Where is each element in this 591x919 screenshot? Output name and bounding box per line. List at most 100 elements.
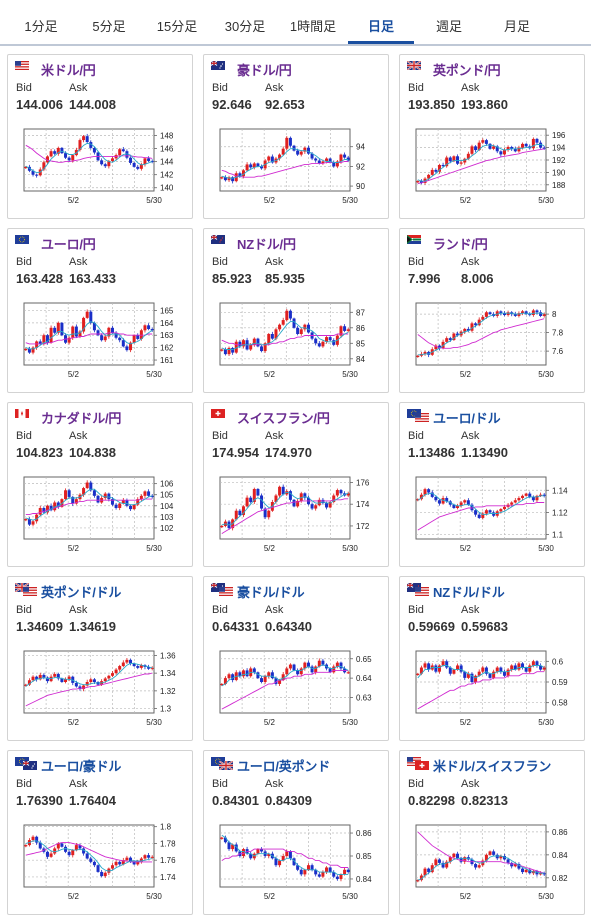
chart-container[interactable]: 1.8 1.78 1.76 1.74 5/2 5/30 — [16, 817, 186, 907]
candle-body — [136, 335, 140, 339]
rate-card[interactable]: ユーロ/豪ドル Bid Ask 1.76390 1.76404 1.8 1.78 1.76 1.… — [7, 750, 193, 915]
candle-body — [223, 837, 227, 843]
candlestick-chart: 148 146 144 142 140 5/2 5/30 — [23, 128, 174, 205]
candle-body — [542, 873, 546, 875]
candle-body — [474, 675, 478, 682]
candle-body — [281, 320, 285, 325]
candle-body — [24, 166, 28, 169]
rate-card[interactable]: NZドル/ドル Bid Ask 0.59669 0.59683 0.6 0.59 0.58 5/… — [399, 576, 585, 741]
chart-container[interactable]: 1.36 1.34 1.32 1.3 5/2 5/30 — [16, 643, 186, 733]
currency-pair-title[interactable]: NZドル/円 — [237, 237, 296, 252]
candle-body — [249, 853, 253, 859]
currency-pair-title[interactable]: 米ドル/円 — [41, 63, 96, 78]
candle-body — [328, 158, 332, 163]
y-tick-label: 8 — [552, 310, 557, 319]
moving-average-short — [221, 491, 349, 526]
candle-body — [299, 151, 303, 155]
tab-5min[interactable]: 5分足 — [92, 19, 126, 34]
y-tick-label: 140 — [160, 184, 174, 193]
rate-card[interactable]: 豪ドル/円 Bid Ask 92.646 92.653 94 92 90 5/2 5/30 — [203, 54, 389, 219]
rate-card[interactable]: 米ドル/スイスフラン Bid Ask 0.82298 0.82313 0.86 0.84 0.… — [399, 750, 585, 915]
tab-1min[interactable]: 1分足 — [24, 19, 58, 34]
currency-pair-title[interactable]: ランド/円 — [433, 237, 488, 252]
candle-body — [535, 138, 539, 143]
tab-daily[interactable]: 日足 — [348, 0, 414, 44]
candle-body — [231, 177, 235, 182]
chart-container[interactable]: 165 164 163 162 161 5/2 5/30 — [16, 295, 186, 385]
candle-body — [24, 348, 28, 351]
rate-card[interactable]: 米ドル/円 Bid Ask 144.006 144.008 148 146 144 142 140… — [7, 54, 193, 219]
rate-card[interactable]: 英ポンド/ドル Bid Ask 1.34609 1.34619 1.36 1.34 1.32 1… — [7, 576, 193, 741]
chart-container[interactable]: 0.86 0.84 0.82 5/2 5/30 — [408, 817, 578, 907]
candle-body — [310, 865, 314, 870]
candle-body — [49, 327, 53, 343]
candle-body — [346, 493, 350, 496]
chart-container[interactable]: 8 7.8 7.6 5/2 5/30 — [408, 295, 578, 385]
candle-body — [288, 491, 292, 500]
currency-pair-title[interactable]: スイスフラン/円 — [237, 411, 330, 426]
y-tick-label: 1.8 — [160, 823, 172, 832]
candle-body — [484, 854, 488, 861]
chart-container[interactable]: 1.14 1.12 1.1 5/2 5/30 — [408, 469, 578, 559]
candle-body — [332, 340, 336, 345]
tab-15min[interactable]: 15分足 — [156, 19, 198, 34]
candle-body — [335, 662, 339, 667]
currency-pair-title[interactable]: 豪ドル/ドル — [237, 585, 305, 600]
candle-body — [456, 156, 460, 164]
chart-container[interactable]: 87 86 85 84 5/2 5/30 — [212, 295, 382, 385]
currency-pair-title[interactable]: 豪ドル/円 — [237, 63, 292, 78]
tab-monthly[interactable]: 月足 — [503, 19, 530, 34]
currency-pair-title[interactable]: ユーロ/円 — [41, 237, 96, 252]
rate-card[interactable]: ランド/円 Bid Ask 7.996 8.006 8 7.8 7.6 5/2 5/30 — [399, 228, 585, 393]
y-tick-label: 0.86 — [356, 829, 372, 838]
candle-body — [147, 158, 151, 161]
candle-body — [67, 337, 71, 343]
candle-body — [143, 158, 147, 165]
chart-container[interactable]: 176 174 172 5/2 5/30 — [212, 469, 382, 559]
chart-container[interactable]: 0.86 0.85 0.84 5/2 5/30 — [212, 817, 382, 907]
rate-card[interactable]: スイスフラン/円 Bid Ask 174.954 174.970 176 174 172 5/2… — [203, 402, 389, 567]
chart-container[interactable]: 196 194 192 190 188 5/2 5/30 — [408, 121, 578, 211]
candlestick-chart: 1.8 1.78 1.76 1.74 5/2 5/30 — [23, 823, 176, 901]
rate-card[interactable]: NZドル/円 Bid Ask 85.923 85.935 87 86 85 84 5/2 5/30 — [203, 228, 389, 393]
candle-body — [296, 327, 300, 334]
chart-container[interactable]: 0.6 0.59 0.58 5/2 5/30 — [408, 643, 578, 733]
chart-container[interactable]: 0.65 0.64 0.63 5/2 5/30 — [212, 643, 382, 733]
candle-body — [53, 848, 57, 854]
rate-card[interactable]: ユーロ/ドル Bid Ask 1.13486 1.13490 1.14 1.12 1.1 5/2… — [399, 402, 585, 567]
y-tick-label: 188 — [552, 181, 566, 190]
ask-label: Ask — [265, 430, 284, 442]
currency-pair-title[interactable]: ユーロ/豪ドル — [41, 759, 122, 774]
rate-card[interactable]: 豪ドル/ドル Bid Ask 0.64331 0.64340 0.65 0.64 0.63 5/… — [203, 576, 389, 741]
candlestick-chart: 87 86 85 84 5/2 5/30 — [219, 302, 365, 379]
rate-card[interactable]: 英ポンド/円 Bid Ask 193.850 193.860 196 194 192 190 18… — [399, 54, 585, 219]
rate-card[interactable]: ユーロ/英ポンド Bid Ask 0.84301 0.84309 0.86 0.85 0.84… — [203, 750, 389, 915]
candle-body — [139, 665, 143, 668]
tab-30min[interactable]: 30分足 — [224, 19, 266, 34]
rate-card[interactable]: ユーロ/円 Bid Ask 163.428 163.433 165 164 163 162 161… — [7, 228, 193, 393]
currency-pair-title[interactable]: NZドル/ドル — [433, 585, 505, 600]
currency-pair-title[interactable]: 米ドル/スイスフラン — [433, 759, 552, 774]
currency-pair-title[interactable]: 英ポンド/円 — [433, 63, 501, 78]
currency-pair-title[interactable]: 英ポンド/ドル — [41, 585, 122, 600]
ask-label: Ask — [461, 256, 480, 268]
currency-pair-title[interactable]: カナダドル/円 — [41, 411, 122, 426]
y-tick-label: 164 — [160, 319, 174, 328]
candle-body — [296, 670, 300, 675]
tab-1hour[interactable]: 1時間足 — [289, 19, 337, 34]
currency-pair-title[interactable]: ユーロ/英ポンド — [237, 759, 331, 774]
candle-body — [474, 510, 478, 515]
rate-card[interactable]: カナダドル/円 Bid Ask 104.823 104.838 106 105 104 103 1… — [7, 402, 193, 567]
candle-body — [56, 502, 60, 507]
tab-weekly[interactable]: 週足 — [435, 19, 462, 34]
chart-container[interactable]: 148 146 144 142 140 5/2 5/30 — [16, 121, 186, 211]
chart-container[interactable]: 106 105 104 103 102 5/2 5/30 — [16, 469, 186, 559]
candle-body — [427, 868, 431, 873]
candle-body — [542, 147, 546, 149]
candle-body — [110, 158, 114, 161]
currency-pair-title[interactable]: ユーロ/ドル — [433, 411, 501, 426]
moving-average-long — [417, 671, 545, 710]
candle-body — [82, 136, 86, 141]
candlestick-chart: 196 194 192 190 188 5/2 5/30 — [415, 128, 566, 205]
chart-container[interactable]: 94 92 90 5/2 5/30 — [212, 121, 382, 211]
